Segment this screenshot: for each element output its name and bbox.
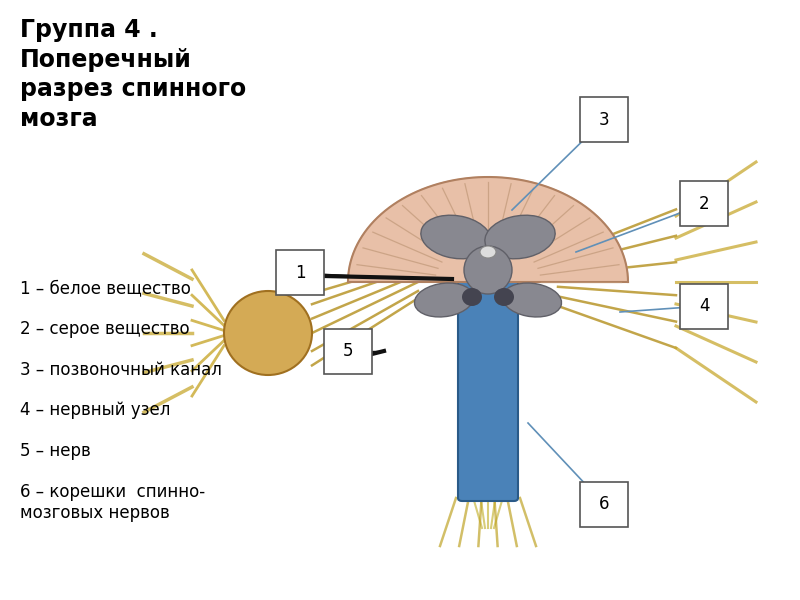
Text: 2 – серое вещество: 2 – серое вещество [20,320,190,338]
Bar [580,97,628,142]
Text: 4: 4 [698,297,710,315]
Ellipse shape [462,265,514,280]
Text: 3 – позвоночный канал: 3 – позвоночный канал [20,361,222,379]
Ellipse shape [224,291,312,375]
Bar [680,283,728,329]
Bar [580,481,628,527]
Ellipse shape [485,215,555,259]
Ellipse shape [464,246,512,294]
Text: Группа 4 .
Поперечный
разрез спинного
мозга: Группа 4 . Поперечный разрез спинного мо… [20,18,246,131]
Text: 1 – белое вещество: 1 – белое вещество [20,279,191,297]
Ellipse shape [421,215,491,259]
Text: 3: 3 [598,111,610,129]
Text: 5 – нерв: 5 – нерв [20,442,90,460]
Ellipse shape [414,283,474,317]
Ellipse shape [502,283,562,317]
Bar [680,181,728,226]
Ellipse shape [462,288,482,306]
Text: 6: 6 [598,495,610,513]
Circle shape [480,246,496,258]
Polygon shape [348,177,628,282]
Text: 2: 2 [698,195,710,213]
Bar [324,329,372,373]
FancyBboxPatch shape [458,270,518,501]
Text: 1: 1 [294,264,306,282]
Text: 4 – нервный узел: 4 – нервный узел [20,401,170,419]
Ellipse shape [494,288,514,306]
Text: 5: 5 [342,342,354,360]
Text: 6 – корешки  спинно-
мозговых нервов: 6 – корешки спинно- мозговых нервов [20,483,205,522]
Bar [276,251,324,295]
